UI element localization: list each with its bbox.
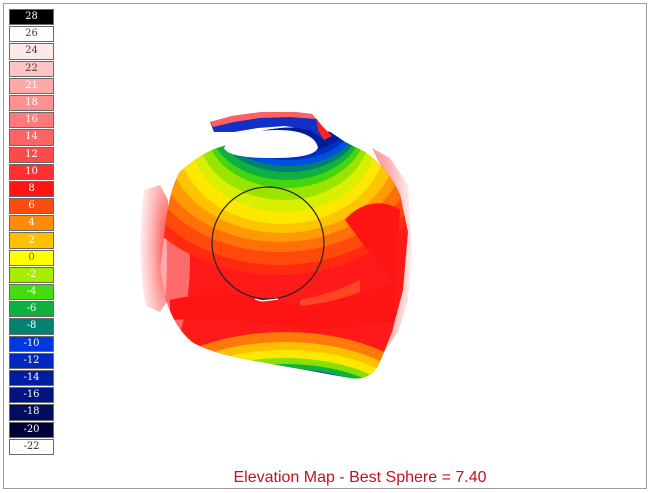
legend-cell: 10 [9, 163, 54, 180]
legend-cell: -22 [9, 438, 54, 455]
best-sphere-circle [211, 186, 325, 300]
top-fringe-red-edge [210, 112, 316, 127]
circle-highlight [254, 298, 279, 302]
legend-cell: -14 [9, 369, 54, 387]
legend-cell: 14 [9, 129, 54, 146]
legend-cell: 24 [9, 43, 54, 60]
legend-cell: -18 [9, 404, 54, 421]
legend-cell: -4 [9, 284, 54, 301]
legend-cell: 22 [9, 60, 54, 77]
top-fringe-right-edge [316, 118, 332, 140]
legend-cell: 6 [9, 198, 54, 215]
map-title: Elevation Map - Best Sphere = 7.40 [233, 469, 487, 486]
left-fringe-region [140, 185, 168, 312]
top-notch-void [224, 130, 318, 158]
legend-cell: 28 [9, 9, 54, 26]
legend-cell: -10 [9, 335, 54, 352]
elevation-color-legend: 28 26 24 22 21 18 16 14 12 10 8 6 4 2 0 -2 -4 -6 -8 -10 -12-… [9, 9, 54, 456]
legend-cell: -2 [9, 266, 54, 283]
legend-cell: 26 [9, 26, 54, 43]
legend-cell: -16 [9, 387, 54, 404]
legend-cell: -8 [9, 318, 54, 335]
legend-cell: -20 [9, 421, 54, 438]
legend-cell: -6 [9, 301, 54, 318]
legend-cell: 18 [9, 94, 54, 112]
legend-cell: 16 [9, 112, 54, 129]
legend-cell: 0 [9, 249, 54, 266]
right-fringe-region [372, 148, 412, 352]
legend-cell: 12 [9, 146, 54, 163]
legend-cell: 21 [9, 77, 54, 94]
legend-cell: 2 [9, 232, 54, 249]
legend-cell: -12 [9, 352, 54, 369]
legend-cell: 8 [9, 180, 54, 198]
legend-cell: 4 [9, 215, 54, 232]
